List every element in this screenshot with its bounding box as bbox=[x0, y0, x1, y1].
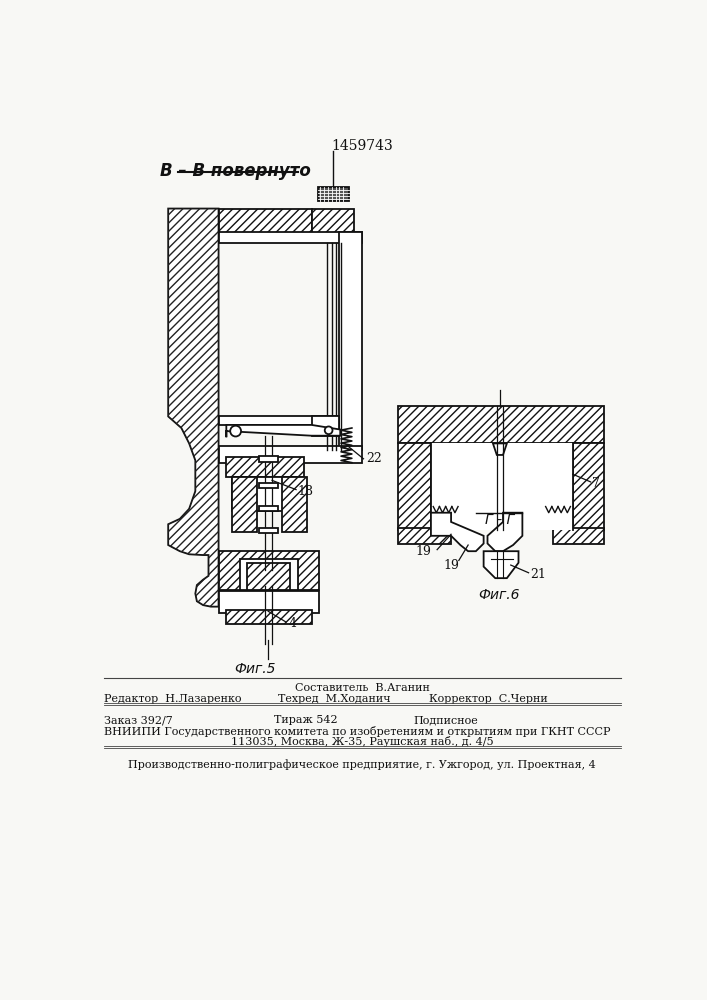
Bar bbox=[259, 483, 279, 488]
Text: Фиг.5: Фиг.5 bbox=[234, 662, 276, 676]
Text: Производственно-полиграфическое предприятие, г. Ужгород, ул. Проектная, 4: Производственно-полиграфическое предприя… bbox=[128, 759, 596, 770]
Bar bbox=[317, 187, 349, 201]
Bar bbox=[312, 209, 354, 237]
Text: Составитель  В.Аганин: Составитель В.Аганин bbox=[295, 683, 429, 693]
Bar bbox=[226, 457, 304, 477]
Text: ВНИИПИ Государственного комитета по изобретениям и открытиям при ГКНТ СССР: ВНИИПИ Государственного комитета по изоб… bbox=[104, 726, 610, 737]
Text: Корректор  С.Черни: Корректор С.Черни bbox=[429, 694, 548, 704]
Bar bbox=[218, 232, 362, 243]
Bar bbox=[259, 456, 279, 462]
Bar bbox=[218, 416, 339, 425]
Text: Г - Г: Г - Г bbox=[484, 513, 514, 527]
Text: 19: 19 bbox=[443, 559, 459, 572]
Bar bbox=[398, 406, 604, 443]
Text: Фиг.6: Фиг.6 bbox=[479, 588, 520, 602]
Bar bbox=[573, 443, 604, 530]
Bar bbox=[312, 416, 339, 436]
Bar bbox=[554, 528, 604, 544]
Text: Подписное: Подписное bbox=[414, 715, 479, 725]
Bar bbox=[240, 559, 298, 590]
Bar bbox=[232, 477, 298, 511]
Bar bbox=[232, 477, 257, 532]
Bar bbox=[259, 528, 279, 533]
Text: Заказ 392/7: Заказ 392/7 bbox=[104, 715, 173, 725]
Polygon shape bbox=[493, 443, 507, 455]
Polygon shape bbox=[488, 513, 522, 551]
Bar bbox=[247, 563, 290, 590]
Circle shape bbox=[325, 426, 332, 434]
Polygon shape bbox=[226, 425, 340, 437]
Bar bbox=[218, 209, 312, 237]
Text: Тираж 542: Тираж 542 bbox=[274, 715, 338, 725]
Circle shape bbox=[230, 426, 241, 436]
Text: 21: 21 bbox=[530, 568, 546, 581]
Bar bbox=[398, 528, 451, 544]
Polygon shape bbox=[431, 513, 484, 551]
Text: 1459743: 1459743 bbox=[331, 139, 393, 153]
PathPatch shape bbox=[168, 209, 218, 607]
Polygon shape bbox=[484, 551, 518, 578]
Text: 4: 4 bbox=[288, 617, 296, 630]
Bar bbox=[226, 610, 312, 624]
Text: 19: 19 bbox=[415, 545, 431, 558]
Bar bbox=[218, 591, 320, 613]
Text: 113035, Москва, Ж-35, Раушская наб., д. 4/5: 113035, Москва, Ж-35, Раушская наб., д. … bbox=[230, 736, 493, 747]
Text: Редактор  Н.Лазаренко: Редактор Н.Лазаренко bbox=[104, 694, 241, 704]
Bar bbox=[339, 232, 362, 450]
Text: 22: 22 bbox=[366, 452, 382, 465]
Bar bbox=[398, 443, 431, 530]
Text: 7: 7 bbox=[592, 477, 600, 490]
Bar bbox=[282, 477, 307, 532]
Text: В – В повернуто: В – В повернуто bbox=[160, 162, 311, 180]
Bar bbox=[218, 551, 320, 590]
Text: Техред  М.Ходанич: Техред М.Ходанич bbox=[279, 694, 391, 704]
Bar bbox=[218, 446, 362, 463]
Bar bbox=[259, 506, 279, 511]
Text: 18: 18 bbox=[298, 485, 314, 498]
Bar bbox=[431, 443, 573, 530]
